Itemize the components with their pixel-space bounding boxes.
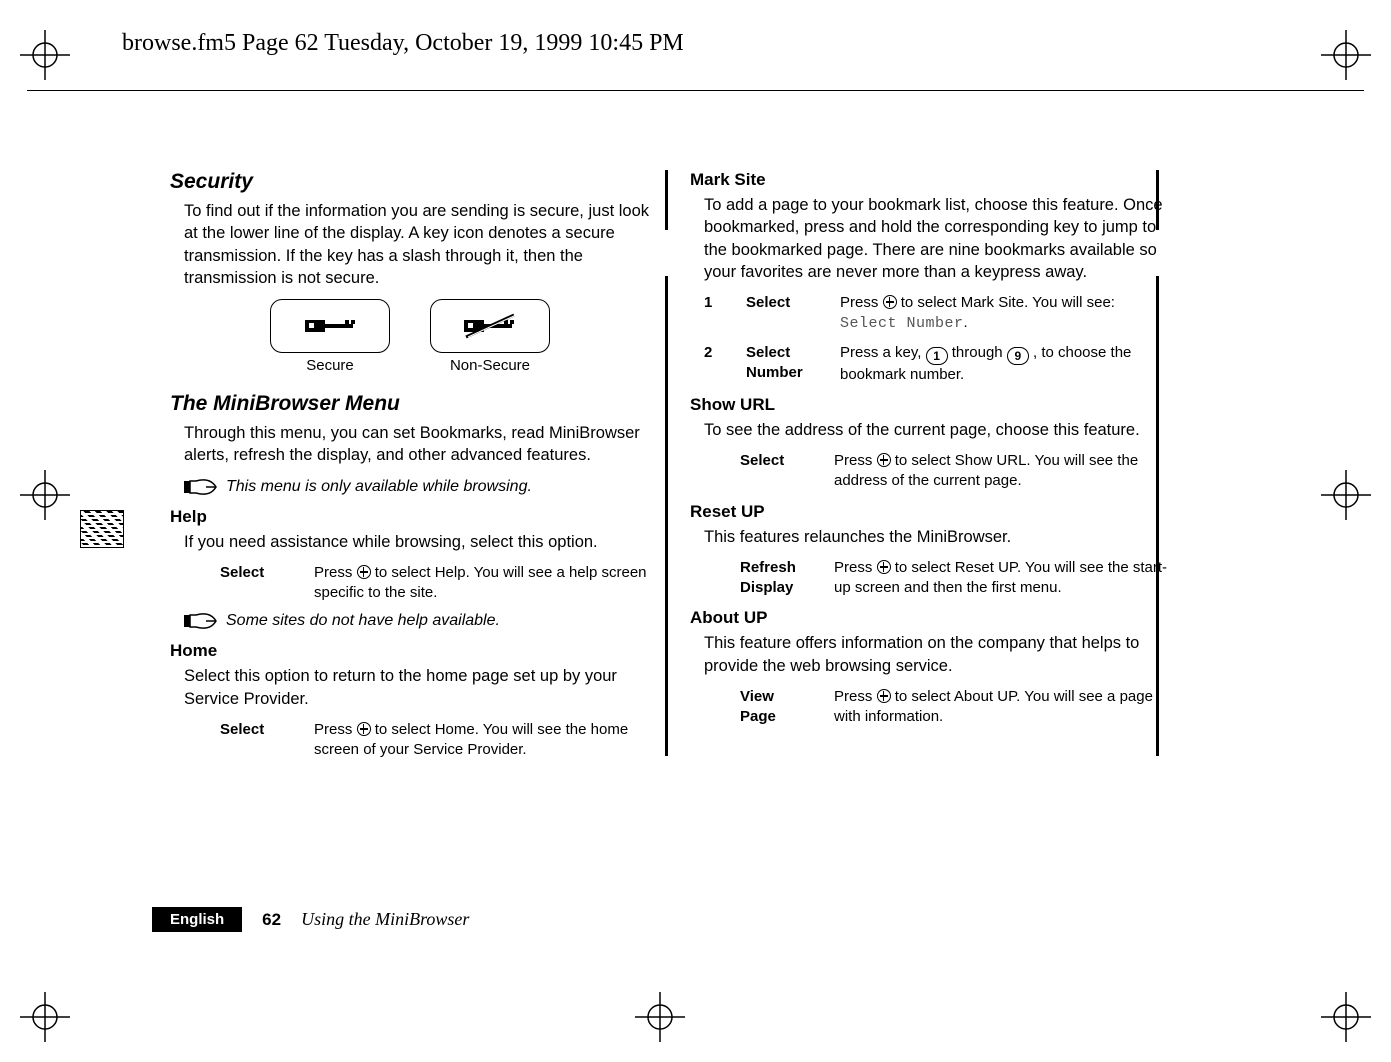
reset-up-pre: Press xyxy=(834,559,877,576)
show-url-body: To see the address of the current page, … xyxy=(704,419,1170,441)
select-key-icon xyxy=(357,722,371,736)
reset-up-body: This features relaunches the MiniBrowser… xyxy=(704,526,1170,548)
step2-text: Press a key, 1 through 9 , to choose the… xyxy=(840,343,1170,385)
secure-icon-item: Secure xyxy=(270,299,390,374)
show-url-instr-label: Select xyxy=(740,451,816,492)
home-instr-label: Select xyxy=(220,720,296,761)
key-9-icon: 9 xyxy=(1007,347,1029,365)
about-up-pre: Press xyxy=(834,688,877,705)
left-column: Security To find out if the information … xyxy=(170,170,650,768)
about-up-heading: About UP xyxy=(690,608,1170,628)
show-url-instr-text: Press to select Show URL. You will see t… xyxy=(834,451,1170,492)
mark-site-heading: Mark Site xyxy=(690,170,1170,190)
content-columns: Security To find out if the information … xyxy=(170,170,1170,768)
security-icons-row: Secure Non-Secure xyxy=(170,299,650,374)
home-heading: Home xyxy=(170,641,650,661)
help-instr-label: Select xyxy=(220,563,296,604)
step2-label: Select Number xyxy=(746,343,822,385)
home-instr-text: Press to select Home. You will see the h… xyxy=(314,720,650,761)
reset-up-instr-label: Refresh Display xyxy=(740,558,816,599)
step2-mid: through xyxy=(952,344,1007,361)
language-badge: English xyxy=(152,907,242,932)
home-body: Select this option to return to the home… xyxy=(184,665,650,710)
security-heading: Security xyxy=(170,170,650,194)
secure-key-icon xyxy=(270,299,390,353)
menu-note-text: This menu is only available while browsi… xyxy=(226,478,532,496)
step1-mono: Select Number xyxy=(840,315,964,332)
reset-up-label-line1: Refresh xyxy=(740,559,796,576)
select-key-icon xyxy=(357,565,371,579)
help-heading: Help xyxy=(170,507,650,527)
note-hand-icon xyxy=(184,477,218,497)
step2-pre: Press a key, xyxy=(840,344,926,361)
mark-site-body: To add a page to your bookmark list, cho… xyxy=(704,194,1170,283)
note-hand-icon xyxy=(184,611,218,631)
help-note: Some sites do not have help available. xyxy=(184,611,650,631)
nonsecure-icon-item: Non-Secure xyxy=(430,299,550,374)
about-up-instr-text: Press to select About UP. You will see a… xyxy=(834,687,1170,728)
right-column: Mark Site To add a page to your bookmark… xyxy=(690,170,1170,768)
about-up-instr-label: View Page xyxy=(740,687,816,728)
about-up-label-line1: View xyxy=(740,688,774,705)
home-instruction: Select Press to select Home. You will se… xyxy=(220,720,650,761)
select-key-icon xyxy=(877,689,891,703)
help-instruction: Select Press to select Help. You will se… xyxy=(220,563,650,604)
step-number: 2 xyxy=(704,343,728,385)
crop-mark-tr xyxy=(1321,30,1371,80)
show-url-instruction: Select Press to select Show URL. You wil… xyxy=(740,451,1170,492)
step2-label-line2: Number xyxy=(746,364,803,381)
about-up-label-line2: Page xyxy=(740,708,776,725)
document-page: browse.fm5 Page 62 Tuesday, October 19, … xyxy=(0,0,1391,1062)
minibrowser-menu-body: Through this menu, you can set Bookmarks… xyxy=(184,422,650,467)
step1-mid: to select Mark Site. You will see: xyxy=(901,294,1115,311)
crop-mark-br xyxy=(1321,992,1371,1042)
select-key-icon xyxy=(883,295,897,309)
nonsecure-key-icon xyxy=(430,299,550,353)
crop-mark-tl xyxy=(20,30,70,80)
mark-site-step1: 1 Select Press to select Mark Site. You … xyxy=(704,293,1170,335)
reset-up-instr-text: Press to select Reset UP. You will see t… xyxy=(834,558,1170,599)
step1-text: Press to select Mark Site. You will see:… xyxy=(840,293,1170,335)
crop-mark-bl xyxy=(20,992,70,1042)
about-up-body: This feature offers information on the c… xyxy=(704,632,1170,677)
help-instr-text: Press to select Help. You will see a hel… xyxy=(314,563,650,604)
show-url-heading: Show URL xyxy=(690,395,1170,415)
footer-section-title: Using the MiniBrowser xyxy=(301,909,469,930)
running-head: browse.fm5 Page 62 Tuesday, October 19, … xyxy=(122,30,684,57)
crop-mark-bc xyxy=(635,992,685,1042)
security-body: To find out if the information you are s… xyxy=(184,200,650,289)
mark-site-step2: 2 Select Number Press a key, 1 through 9… xyxy=(704,343,1170,385)
help-body: If you need assistance while browsing, s… xyxy=(184,531,650,553)
header-rule xyxy=(27,90,1364,91)
crop-mark-ml xyxy=(20,470,70,520)
show-url-pre: Press xyxy=(834,452,877,469)
home-instr-pre: Press xyxy=(314,721,357,738)
about-up-instruction: View Page Press to select About UP. You … xyxy=(740,687,1170,728)
reset-up-label-line2: Display xyxy=(740,579,793,596)
reset-up-heading: Reset UP xyxy=(690,502,1170,522)
page-footer: English 62 Using the MiniBrowser xyxy=(152,907,469,932)
step1-pre: Press xyxy=(840,294,883,311)
key-1-icon: 1 xyxy=(926,347,948,365)
step1-label: Select xyxy=(746,293,822,335)
page-number: 62 xyxy=(262,910,281,930)
crop-mark-mr xyxy=(1321,470,1371,520)
www-margin-icon xyxy=(80,510,124,548)
help-instr-pre: Press xyxy=(314,564,357,581)
select-key-icon xyxy=(877,453,891,467)
select-key-icon xyxy=(877,560,891,574)
reset-up-instruction: Refresh Display Press to select Reset UP… xyxy=(740,558,1170,599)
step1-period: . xyxy=(964,314,968,331)
step2-label-line1: Select xyxy=(746,344,790,361)
menu-note: This menu is only available while browsi… xyxy=(184,477,650,497)
step-number: 1 xyxy=(704,293,728,335)
nonsecure-label: Non-Secure xyxy=(450,357,530,374)
minibrowser-menu-heading: The MiniBrowser Menu xyxy=(170,392,650,416)
secure-label: Secure xyxy=(306,357,354,374)
help-note-text: Some sites do not have help available. xyxy=(226,612,500,630)
